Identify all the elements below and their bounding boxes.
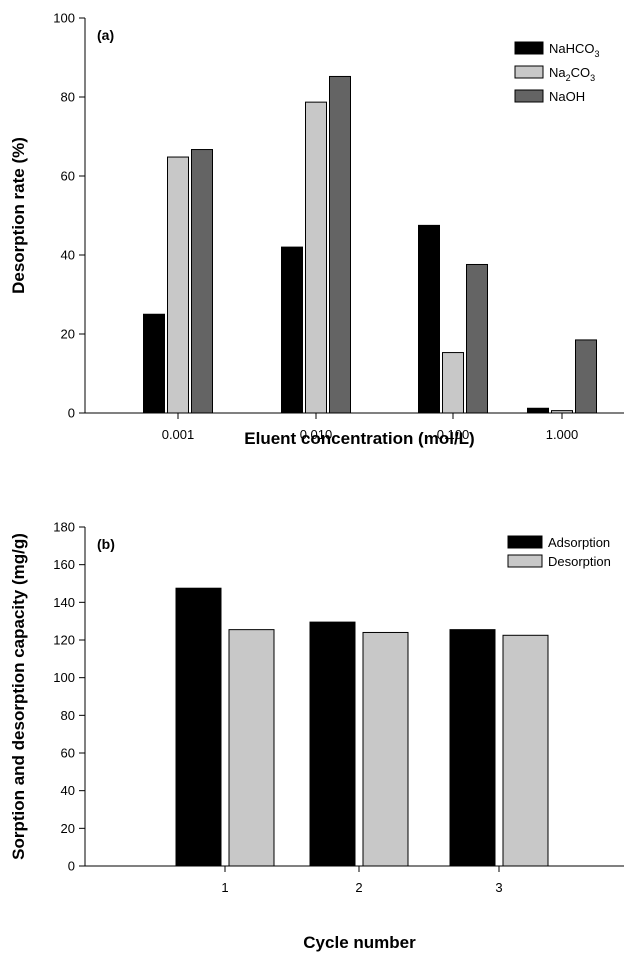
y-tick-label: 20 [61,327,75,342]
y-tick-label: 60 [61,169,75,184]
y-axis-title: Sorption and desorption capacity (mg/g) [9,533,28,860]
x-tick-label: 0.001 [162,427,195,442]
legend-swatch-naoh [514,89,544,103]
bar-naoh-0.001 [191,149,213,414]
bar-desorption-2 [362,631,409,867]
bar-naoh-0.010 [329,75,351,414]
panel-label: (b) [97,536,115,552]
y-tick-label: 0 [68,859,75,874]
x-axis-title: Eluent concentration (mol/L) [244,429,474,448]
x-axis-title: Cycle number [303,933,416,952]
bar-na2co3-0.010 [305,101,327,414]
legend-swatch-nahco3 [514,41,544,55]
y-tick-label: 100 [53,670,75,685]
bar-naoh-1.000 [575,339,597,414]
y-tick-label: 80 [61,90,75,105]
bar-nahco3-1.000 [527,407,549,414]
y-tick-label: 20 [61,821,75,836]
bar-adsorption-2 [309,621,356,867]
y-tick-label: 0 [68,406,75,421]
bar-adsorption-1 [175,587,222,867]
legend-swatch-na2co3 [514,65,544,79]
y-axis-title: Desorption rate (%) [9,137,28,294]
y-tick-label: 120 [53,633,75,648]
legend-swatch-desorption [507,554,543,568]
bar-nahco3-0.100 [418,224,440,414]
legend-label-adsorption: Adsorption [548,535,610,550]
bar-na2co3-0.100 [442,352,464,414]
legend: NaHCO3 Na2CO3 NaOH [514,41,600,104]
chart-panel-1: 0 20 40 60 80 100 0.001 0.010 0.100 1.000 (a) Eluen… [9,11,624,448]
legend-label-desorption: Desorption [548,554,611,569]
bar-na2co3-0.001 [167,156,189,414]
legend-label-naoh: NaOH [549,89,585,104]
chart-panel-2: 0 20 40 60 80 100 120 140 160 180 1 2 3 (b) Cycle numb… [9,520,624,952]
x-tick-label: 3 [495,880,502,895]
bar-nahco3-0.010 [281,246,303,414]
panel-label: (a) [97,27,114,43]
legend-swatch-adsorption [507,535,543,549]
y-tick-label: 80 [61,708,75,723]
legend-label-na2co3: Na2CO3 [549,65,595,83]
y-tick-label: 140 [53,595,75,610]
x-tick-label: 1 [221,880,228,895]
legend-label-nahco3: NaHCO3 [549,41,600,59]
y-tick-label: 40 [61,248,75,263]
y-tick-label: 60 [61,746,75,761]
bar-nahco3-0.001 [143,313,165,414]
y-tick-label: 160 [53,557,75,572]
bar-desorption-3 [502,634,549,867]
bar-desorption-1 [228,629,275,867]
y-tick-label: 180 [53,520,75,535]
x-tick-label: 0.010 [300,427,333,442]
bar-adsorption-3 [449,629,496,867]
bar-na2co3-1.000 [551,410,573,414]
bar-naoh-0.100 [466,263,488,414]
x-tick-label: 0.100 [437,427,470,442]
x-tick-label: 2 [355,880,362,895]
y-tick-label: 40 [61,783,75,798]
y-tick-label: 100 [53,11,75,26]
legend: Adsorption Desorption [507,535,611,569]
x-tick-label: 1.000 [546,427,579,442]
